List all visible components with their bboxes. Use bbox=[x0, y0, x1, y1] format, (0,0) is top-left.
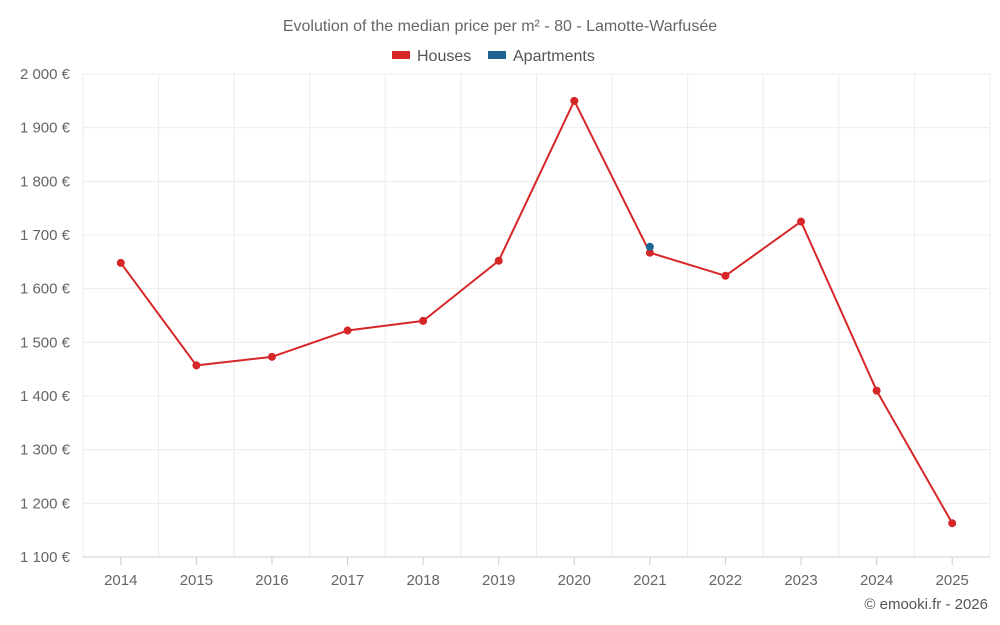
legend-swatch bbox=[488, 51, 506, 59]
data-point-apartments[interactable] bbox=[645, 242, 654, 251]
data-point-houses[interactable] bbox=[116, 258, 125, 267]
legend-label: Houses bbox=[417, 48, 471, 65]
y-axis: 1 100 € 1 200 € 1 300 € 1 400 € 1 500 € 1 600… bbox=[20, 66, 71, 566]
data-point-houses[interactable] bbox=[267, 352, 276, 361]
grid bbox=[82, 73, 991, 557]
x-tick-label: 2024 bbox=[860, 572, 893, 589]
y-tick-label: 1 400 € bbox=[20, 388, 71, 405]
y-tick-label: 1 200 € bbox=[20, 495, 71, 512]
data-point-houses[interactable] bbox=[721, 271, 730, 280]
x-axis: 2014 2015 2016 2017 2018 2019 2020 2021 2022 2023… bbox=[83, 556, 990, 589]
x-tick-label: 2019 bbox=[482, 572, 515, 589]
y-tick-label: 1 600 € bbox=[20, 281, 71, 298]
y-tick-label: 1 500 € bbox=[20, 334, 71, 351]
data-point-houses[interactable] bbox=[872, 386, 881, 395]
data-point-houses[interactable] bbox=[570, 96, 579, 105]
x-tick-label: 2018 bbox=[406, 572, 439, 589]
y-tick-label: 1 300 € bbox=[20, 442, 71, 459]
y-tick-label: 2 000 € bbox=[20, 66, 71, 83]
y-tick-label: 1 900 € bbox=[20, 120, 71, 137]
data-point-houses[interactable] bbox=[645, 248, 654, 257]
x-tick-label: 2021 bbox=[633, 572, 666, 589]
data-point-houses[interactable] bbox=[192, 361, 201, 370]
credit-text: © emooki.fr - 2026 bbox=[864, 596, 988, 613]
x-tick-label: 2020 bbox=[558, 572, 591, 589]
data-point-houses[interactable] bbox=[419, 316, 428, 325]
data-point-houses[interactable] bbox=[343, 326, 352, 335]
data-point-houses[interactable] bbox=[948, 519, 957, 528]
legend-label: Apartments bbox=[513, 48, 595, 65]
y-tick-label: 1 700 € bbox=[20, 227, 71, 244]
legend-item-apartments[interactable]: Apartments bbox=[488, 48, 595, 65]
legend-item-houses[interactable]: Houses bbox=[392, 48, 471, 65]
legend-swatch bbox=[392, 51, 410, 59]
series-houses bbox=[116, 96, 957, 528]
x-tick-label: 2022 bbox=[709, 572, 742, 589]
y-tick-label: 1 100 € bbox=[20, 549, 71, 566]
x-tick-label: 2017 bbox=[331, 572, 364, 589]
legend: Houses Apartments bbox=[392, 48, 595, 65]
chart-title: Evolution of the median price per m² - 8… bbox=[283, 18, 717, 35]
x-tick-label: 2025 bbox=[936, 572, 969, 589]
data-point-houses[interactable] bbox=[494, 256, 503, 265]
x-tick-label: 2014 bbox=[104, 572, 137, 589]
x-tick-label: 2016 bbox=[255, 572, 288, 589]
data-point-houses[interactable] bbox=[797, 217, 806, 226]
series-line-houses bbox=[119, 99, 954, 524]
y-tick-label: 1 800 € bbox=[20, 173, 71, 190]
series-layer bbox=[116, 96, 957, 528]
x-tick-label: 2023 bbox=[784, 572, 817, 589]
x-tick-label: 2015 bbox=[180, 572, 213, 589]
series-apartments bbox=[645, 242, 654, 251]
